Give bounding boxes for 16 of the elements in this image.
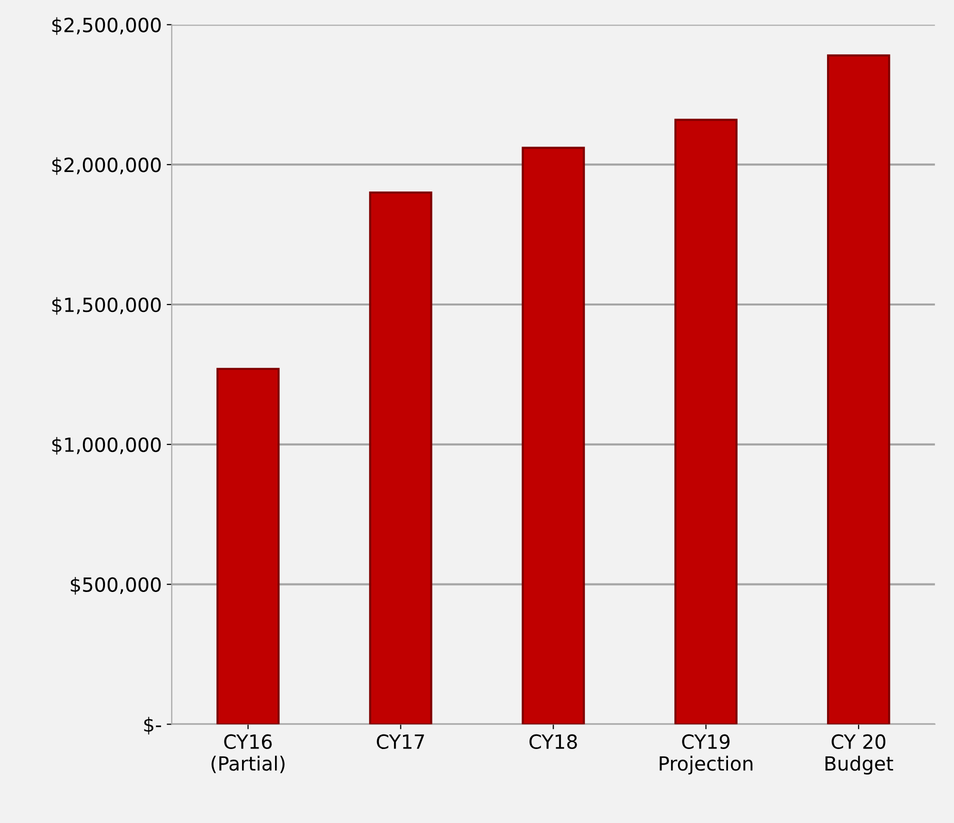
- bar: [522, 146, 585, 724]
- y-tick-label: $-: [144, 716, 162, 734]
- bar: [674, 118, 738, 724]
- y-tick-label: $500,000: [70, 576, 161, 595]
- y-tick-label: $2,500,000: [52, 17, 161, 35]
- x-tick-label: CY17: [376, 734, 424, 750]
- y-tick-label: $2,000,000: [52, 157, 161, 175]
- y-tick-label: $1,500,000: [52, 297, 161, 315]
- bar: [369, 192, 432, 724]
- bar: [827, 54, 890, 724]
- x-tick-label: CY16 (Partial): [212, 734, 285, 774]
- y-tick-label: $1,000,000: [52, 437, 161, 455]
- x-tick-label: CY19 Projection: [660, 734, 752, 775]
- x-tick-label: CY18: [529, 734, 577, 750]
- x-tick-label: CY 20 Budget: [826, 734, 894, 775]
- bar: [216, 368, 280, 724]
